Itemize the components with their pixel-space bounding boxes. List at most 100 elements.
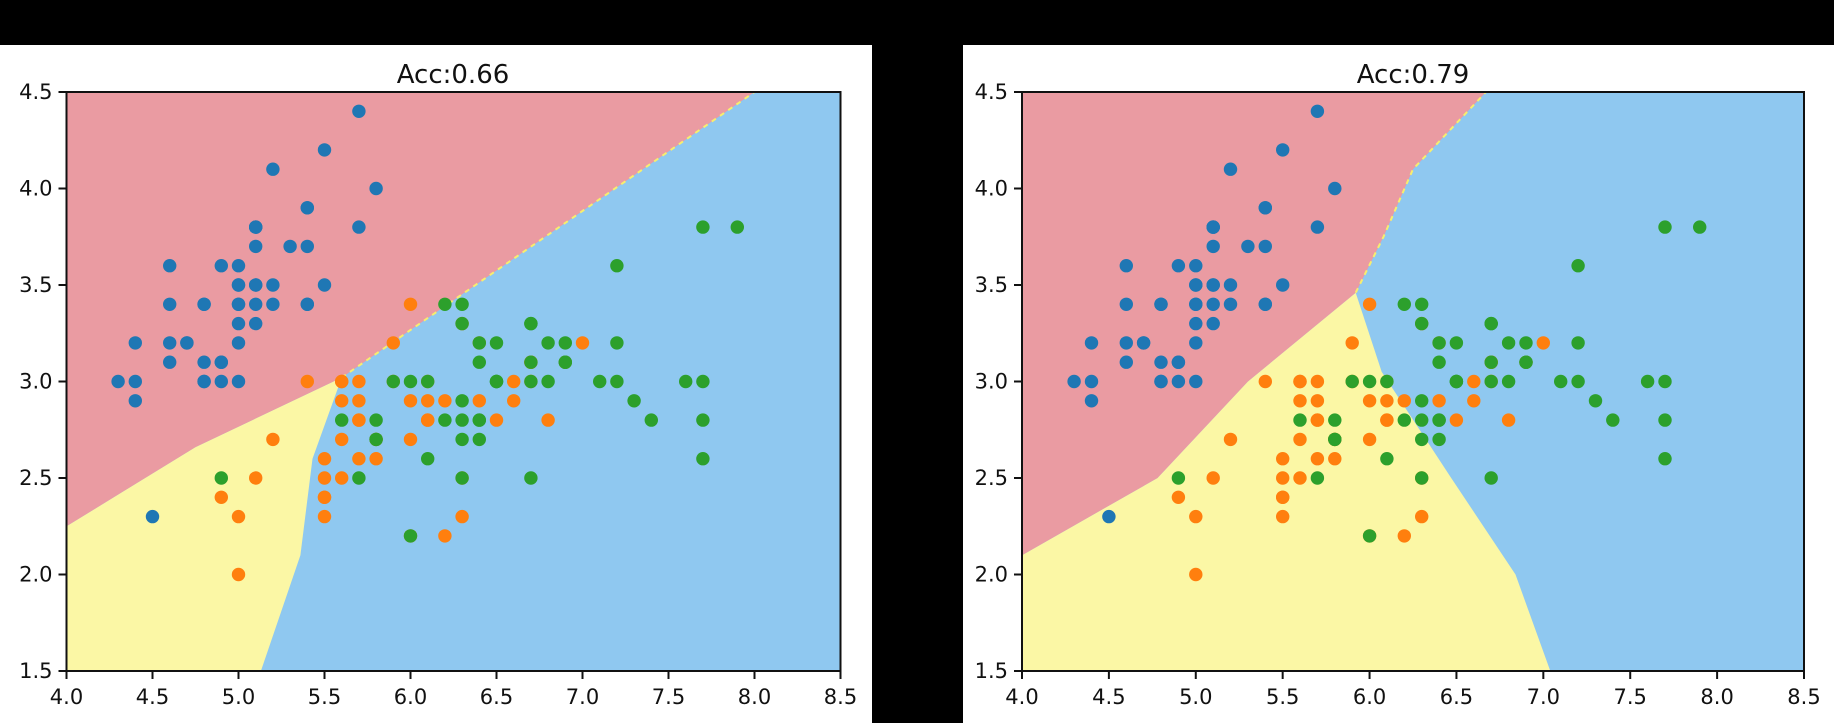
data-point-virginica	[610, 259, 624, 273]
data-point-versicolor	[335, 394, 349, 408]
data-point-versicolor	[1345, 336, 1359, 350]
data-point-setosa	[249, 316, 263, 331]
data-point-virginica	[1415, 413, 1429, 427]
data-point-setosa	[1276, 278, 1290, 292]
data-point-virginica	[1484, 355, 1498, 369]
y-tick-label: 3.5	[19, 273, 52, 297]
data-point-setosa	[1223, 297, 1238, 311]
data-point-setosa	[1154, 374, 1168, 389]
data-point-versicolor	[1293, 471, 1307, 485]
data-point-virginica	[403, 374, 418, 389]
data-point-setosa	[249, 278, 263, 292]
data-point-setosa	[1067, 374, 1081, 389]
data-point-versicolor	[1362, 394, 1377, 408]
data-point-virginica	[335, 413, 349, 427]
data-point-virginica	[610, 336, 624, 350]
data-point-versicolor	[403, 394, 418, 408]
data-point-setosa	[1189, 374, 1203, 389]
data-point-setosa	[231, 278, 246, 292]
data-point-versicolor	[317, 471, 332, 485]
data-point-versicolor	[1536, 336, 1551, 350]
data-point-virginica	[472, 432, 486, 447]
x-tick-label: 5.5	[1266, 685, 1299, 709]
data-point-setosa	[1189, 316, 1203, 331]
data-point-virginica	[541, 374, 555, 389]
y-tick-label: 2.0	[975, 563, 1008, 587]
data-point-virginica	[696, 374, 710, 389]
data-point-setosa	[300, 201, 314, 215]
data-point-virginica	[1501, 336, 1516, 350]
data-point-setosa	[1119, 297, 1134, 311]
data-point-versicolor	[438, 529, 452, 543]
data-point-setosa	[369, 181, 383, 196]
data-point-setosa	[1206, 316, 1220, 331]
left-x-axis: 4.0 4.5 5.0 5.5 6.0 6.5 7.0 7.5 8.0 8.5	[50, 671, 857, 709]
data-point-virginica	[1484, 471, 1498, 485]
data-point-virginica	[1519, 355, 1533, 369]
data-point-versicolor	[1380, 413, 1394, 427]
data-point-setosa	[1276, 143, 1290, 157]
data-point-versicolor	[1397, 394, 1412, 408]
data-point-virginica	[696, 452, 710, 466]
data-point-virginica	[455, 413, 469, 427]
y-tick-label: 1.5	[975, 659, 1008, 683]
data-point-setosa	[249, 297, 263, 311]
data-point-setosa	[1084, 336, 1099, 350]
data-point-versicolor	[403, 432, 418, 447]
right-series-virginica	[1171, 220, 1707, 543]
data-point-virginica	[1658, 374, 1672, 389]
x-tick-label: 4.0	[1005, 685, 1038, 709]
x-tick-label: 7.0	[1527, 685, 1560, 709]
data-point-setosa	[231, 336, 246, 350]
data-point-virginica	[1362, 529, 1377, 543]
data-point-versicolor	[1467, 394, 1481, 408]
data-point-virginica	[1449, 336, 1464, 350]
x-tick-label: 6.5	[1440, 685, 1473, 709]
data-point-versicolor	[1310, 394, 1325, 408]
data-point-virginica	[627, 394, 641, 408]
left-y-axis: 1.5 2.0 2.5 3.0 3.5 4.0 4.5	[19, 80, 67, 683]
data-point-versicolor	[507, 374, 521, 389]
data-point-versicolor	[352, 374, 366, 389]
data-point-setosa	[1189, 297, 1203, 311]
data-point-setosa	[1328, 181, 1342, 196]
data-point-virginica	[1328, 413, 1342, 427]
data-point-versicolor	[438, 394, 452, 408]
data-point-virginica	[1345, 374, 1359, 389]
data-point-virginica	[403, 529, 418, 543]
x-tick-label: 6.0	[1353, 685, 1386, 709]
data-point-setosa	[1206, 297, 1220, 311]
data-point-virginica	[1571, 336, 1585, 350]
data-point-virginica	[1432, 413, 1446, 427]
right-axes-area	[1022, 92, 1804, 671]
data-point-setosa	[1241, 239, 1255, 254]
data-point-setosa	[249, 220, 263, 234]
data-point-versicolor	[317, 509, 332, 524]
left-plot-title: Acc:0.66	[397, 60, 510, 90]
data-point-setosa	[1084, 394, 1099, 408]
data-point-setosa	[300, 297, 314, 311]
data-point-versicolor	[1397, 529, 1412, 543]
data-point-setosa	[1258, 239, 1273, 254]
data-point-virginica	[489, 374, 504, 389]
data-point-virginica	[1415, 471, 1429, 485]
data-point-virginica	[524, 471, 538, 485]
left-series-virginica	[214, 220, 744, 543]
x-tick-label: 7.0	[566, 685, 599, 709]
data-point-setosa	[249, 239, 263, 254]
data-point-setosa	[163, 259, 177, 273]
data-point-virginica	[558, 355, 572, 369]
data-point-versicolor	[249, 471, 263, 485]
data-point-versicolor	[1432, 394, 1446, 408]
data-point-versicolor	[1449, 413, 1464, 427]
data-point-versicolor	[489, 413, 504, 427]
data-point-setosa	[163, 336, 177, 350]
data-point-versicolor	[335, 432, 349, 447]
data-point-virginica	[1640, 374, 1655, 389]
data-point-versicolor	[455, 509, 469, 524]
data-point-virginica	[1380, 374, 1394, 389]
data-point-versicolor	[352, 452, 366, 466]
data-point-versicolor	[1293, 432, 1307, 447]
data-point-versicolor	[231, 567, 246, 582]
